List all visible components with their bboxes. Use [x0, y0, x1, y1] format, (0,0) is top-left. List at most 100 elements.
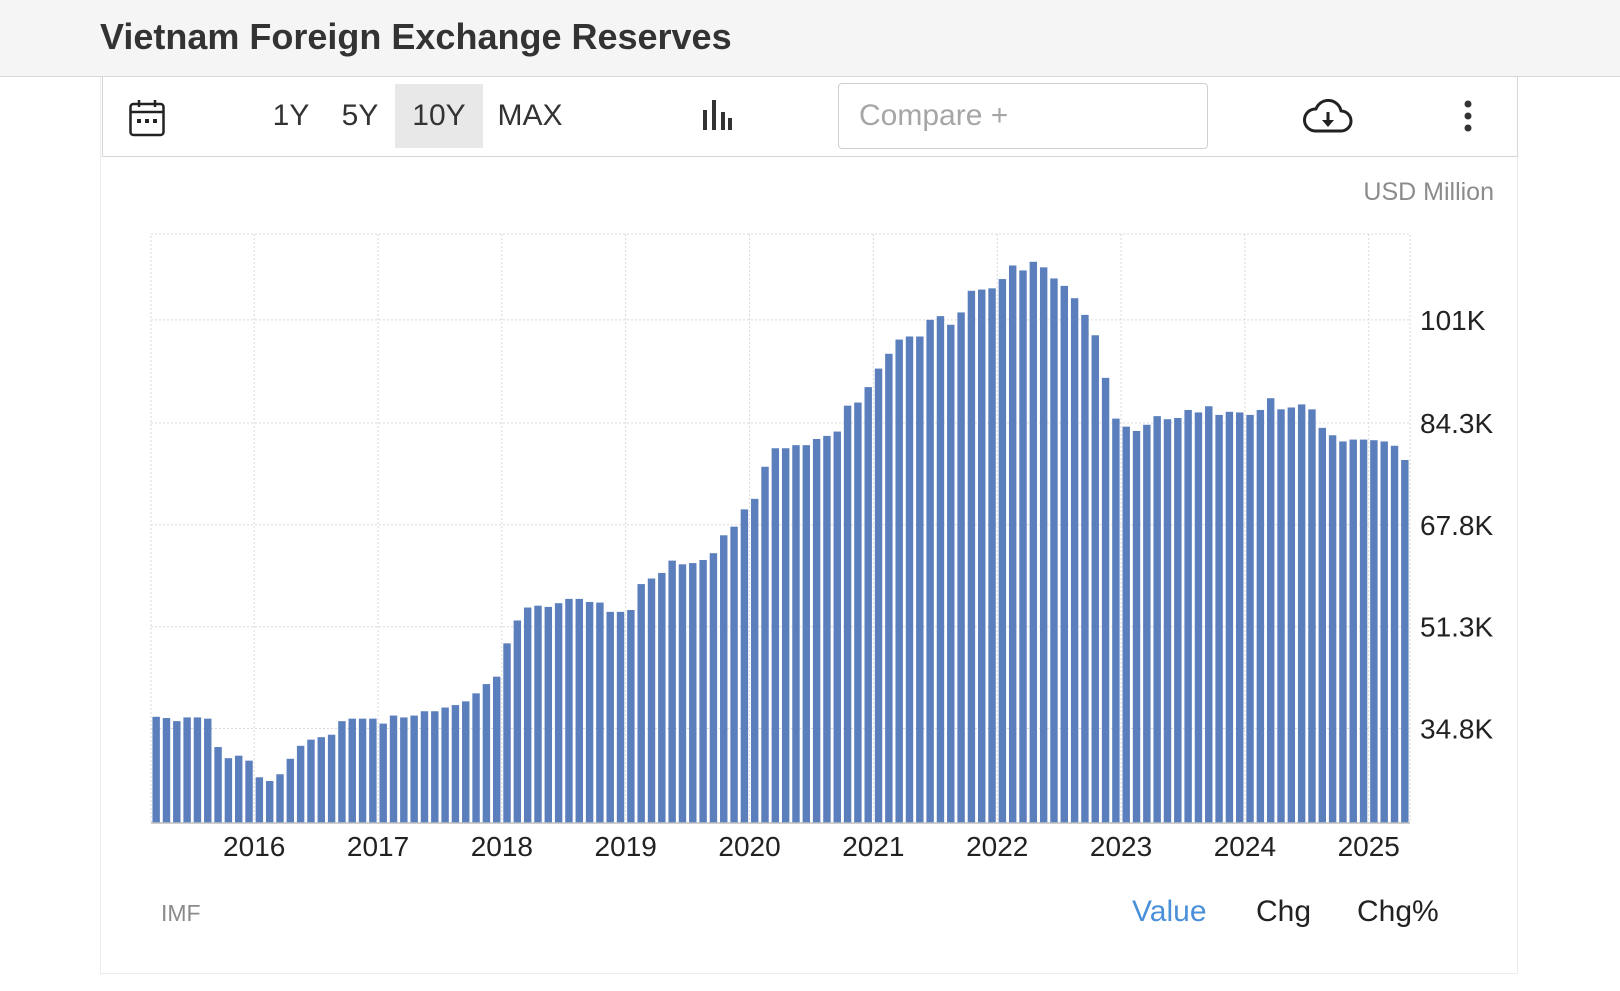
bar-chart-icon[interactable] — [701, 98, 733, 137]
bar — [575, 598, 583, 823]
bar — [637, 584, 645, 823]
tab-chg[interactable]: Chg — [1256, 895, 1312, 928]
bar — [451, 705, 460, 823]
bar — [864, 387, 872, 823]
bar — [647, 578, 656, 823]
bar — [1318, 427, 1326, 823]
bar — [173, 721, 181, 823]
bar — [1225, 411, 1234, 823]
calendar-icon[interactable] — [129, 99, 165, 142]
bar — [988, 288, 996, 823]
vertical-dots-icon[interactable] — [1463, 99, 1473, 138]
bar — [1184, 409, 1192, 823]
page-title: Vietnam Foreign Exchange Reserves — [100, 16, 732, 57]
bar — [204, 718, 212, 823]
bar — [1060, 285, 1069, 823]
bar — [750, 498, 759, 823]
x-tick-label: 2023 — [1090, 831, 1152, 862]
bar — [565, 598, 573, 823]
page-header: Vietnam Foreign Exchange Reserves — [0, 0, 1620, 77]
x-tick-label: 2022 — [966, 831, 1028, 862]
bar — [916, 336, 924, 823]
unit-label: USD Million — [1363, 178, 1494, 206]
bar — [1256, 409, 1265, 823]
bar — [730, 526, 738, 823]
bar — [585, 601, 594, 823]
bar — [348, 718, 356, 823]
x-tick-label: 2021 — [842, 831, 904, 862]
bar — [1122, 426, 1130, 823]
range-5y-button[interactable]: 5Y — [341, 99, 379, 132]
x-tick-label: 2018 — [471, 831, 533, 862]
bar — [740, 509, 749, 823]
bar — [224, 758, 233, 823]
y-tick-label: 67.8K — [1420, 510, 1493, 541]
bar — [1194, 412, 1203, 823]
bar — [606, 611, 614, 823]
bar — [1050, 278, 1058, 823]
bar — [503, 643, 511, 823]
bar — [802, 445, 811, 823]
bar — [771, 448, 780, 823]
bar — [596, 602, 604, 823]
bar — [1359, 439, 1368, 823]
bar — [183, 717, 191, 823]
bar — [214, 747, 222, 823]
bar — [1287, 407, 1296, 823]
bar — [1029, 261, 1038, 823]
bar — [689, 563, 697, 823]
source-label: IMF — [161, 900, 201, 926]
bar — [1328, 435, 1337, 823]
bar — [823, 435, 831, 823]
bar — [1153, 416, 1161, 823]
bar — [1070, 298, 1079, 823]
bar — [162, 718, 171, 823]
bar — [1401, 459, 1409, 823]
bar — [1390, 445, 1399, 823]
range-max-button[interactable]: MAX — [497, 99, 563, 132]
range-10y-button[interactable]: 10Y — [395, 84, 483, 148]
bar — [492, 676, 501, 823]
x-tick-label: 2024 — [1214, 831, 1276, 862]
bar — [905, 336, 914, 823]
bar — [554, 603, 563, 823]
x-tick-label: 2017 — [347, 831, 409, 862]
bar — [1380, 441, 1388, 823]
bar — [1112, 418, 1120, 823]
tab-chg-percent[interactable]: Chg% — [1357, 895, 1439, 928]
bar — [544, 606, 553, 823]
bar — [358, 718, 367, 823]
y-tick-label: 84.3K — [1420, 408, 1493, 439]
bar — [1081, 314, 1089, 823]
bar — [534, 605, 542, 823]
bar — [420, 711, 429, 823]
bar — [936, 316, 945, 823]
x-tick-label: 2020 — [718, 831, 780, 862]
bar — [967, 290, 976, 823]
compare-input[interactable] — [838, 83, 1208, 149]
bar — [1308, 409, 1316, 823]
bar — [317, 737, 325, 823]
bar — [668, 560, 676, 823]
bar — [699, 559, 707, 823]
bar — [812, 438, 821, 823]
bar — [792, 445, 800, 823]
x-tick-label: 2019 — [595, 831, 657, 862]
bar — [895, 339, 903, 823]
bar — [235, 755, 243, 823]
bar — [255, 777, 264, 823]
tab-value[interactable]: Value — [1132, 895, 1207, 928]
bar — [379, 723, 387, 823]
chart-axes: 34.8K 51.3K 67.8K 84.3K 101K 2016 2017 2018 2019… — [151, 305, 1493, 862]
bar — [1370, 440, 1378, 823]
bar — [523, 607, 532, 823]
bar — [369, 718, 377, 823]
bar — [193, 717, 202, 823]
bar — [1143, 424, 1151, 823]
bar — [947, 324, 955, 823]
range-1y-button[interactable]: 1Y — [272, 99, 310, 132]
cloud-download-icon[interactable] — [1303, 98, 1353, 140]
bar — [1277, 409, 1285, 823]
bar — [833, 431, 841, 823]
